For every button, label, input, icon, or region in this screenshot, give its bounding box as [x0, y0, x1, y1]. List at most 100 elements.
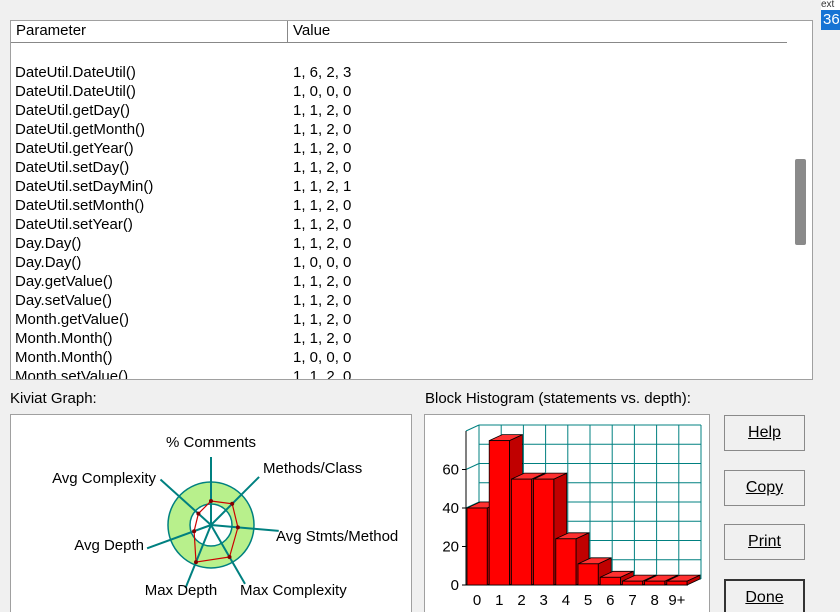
table-row[interactable]: Day.getValue() 1, 1, 2, 0 — [11, 272, 788, 291]
cell-value: 1, 1, 2, 0 — [293, 368, 352, 380]
cell-value: 1, 6, 2, 3 — [293, 64, 352, 81]
scrollbar-thumb[interactable] — [795, 159, 806, 245]
table-row[interactable]: Day.Day() 1, 0, 0, 0 — [11, 253, 788, 272]
kiviat-graph: % Comments Methods/Class Avg Stmts/Method M… — [10, 414, 412, 612]
background-window-fragment: ext 36 — [821, 0, 840, 30]
cell-value: 1, 1, 2, 0 — [293, 292, 352, 309]
cell-value: 1, 1, 2, 0 — [293, 216, 352, 233]
kiviat-axis — [210, 524, 246, 585]
copy-button[interactable]: Copy — [724, 470, 805, 506]
table-row[interactable]: DateUtil.setDay() 1, 1, 2, 0 — [11, 158, 788, 177]
cell-value: 1, 0, 0, 0 — [293, 83, 352, 100]
cell-parameter: DateUtil.getDay() — [15, 102, 131, 119]
cell-value: 1, 1, 2, 0 — [293, 121, 352, 138]
print-button-label: Print — [748, 533, 781, 550]
kiviat-polygon — [193, 500, 239, 563]
kiviat-axis-label: Methods/Class — [263, 460, 362, 477]
cell-parameter: DateUtil.setYear() — [15, 216, 133, 233]
kiviat-axis-label: Avg Depth — [74, 537, 144, 554]
kiviat-vertex — [230, 501, 235, 506]
table-row[interactable]: DateUtil.DateUtil() 1, 6, 2, 3 — [11, 63, 788, 82]
cell-parameter: DateUtil.DateUtil() — [15, 64, 136, 81]
cell-value: 1, 0, 0, 0 — [293, 254, 352, 271]
table-row[interactable]: Month.setValue() 1, 1, 2, 0 — [11, 367, 788, 380]
column-header-value[interactable]: Value — [288, 21, 788, 43]
y-tick-label: 40 — [442, 500, 459, 517]
cell-parameter: Month.getValue() — [15, 311, 129, 328]
copy-button-label: Copy — [745, 479, 784, 496]
kiviat-axis — [146, 524, 212, 550]
kiviat-axis-label: Max Depth — [145, 582, 218, 599]
table-row[interactable]: Day.Day() 1, 1, 2, 0 — [11, 234, 788, 253]
table-row[interactable]: Month.Month() 1, 1, 2, 0 — [11, 329, 788, 348]
done-button[interactable]: Done — [724, 579, 805, 612]
table-row[interactable]: DateUtil.getDay() 1, 1, 2, 0 — [11, 101, 788, 120]
table-scrollbar[interactable] — [787, 21, 812, 379]
kiviat-axis — [210, 476, 260, 526]
cell-parameter: DateUtil.getMonth() — [15, 121, 146, 138]
cell-value: 1, 1, 2, 0 — [293, 311, 352, 328]
table-body: DateUtil.DateUtil() 1, 6, 2, 3 DateUtil.Da… — [11, 63, 788, 380]
block-histogram: 0 20 40 60 0 1 2 3 4 5 6 7 8 9+ — [424, 414, 710, 612]
kiviat-svg: % Comments Methods/Class Avg Stmts/Method M… — [52, 434, 398, 599]
x-tick-label: 2 — [517, 592, 525, 609]
table-row[interactable]: DateUtil.getMonth() 1, 1, 2, 0 — [11, 120, 788, 139]
cell-parameter: DateUtil.getYear() — [15, 140, 134, 157]
cell-value: 1, 1, 2, 0 — [293, 159, 352, 176]
column-header-parameter[interactable]: Parameter — [11, 21, 288, 43]
table-row[interactable]: DateUtil.setMonth() 1, 1, 2, 0 — [11, 196, 788, 215]
cell-parameter: Month.Month() — [15, 330, 113, 347]
x-tick-label: 7 — [628, 592, 636, 609]
cell-value: 1, 1, 2, 0 — [293, 197, 352, 214]
kiviat-axis-label: Max Complexity — [240, 582, 347, 599]
cell-value: 1, 0, 0, 0 — [293, 349, 352, 366]
x-tick-label: 3 — [540, 592, 548, 609]
table-row[interactable]: DateUtil.DateUtil() 1, 0, 0, 0 — [11, 82, 788, 101]
kiviat-axis — [159, 478, 212, 526]
cell-parameter: Month.setValue() — [15, 368, 129, 380]
x-tick-label: 4 — [562, 592, 570, 609]
cell-parameter: Day.setValue() — [15, 292, 112, 309]
help-button[interactable]: Help — [724, 415, 805, 451]
cell-value: 1, 1, 2, 0 — [293, 235, 352, 252]
cell-value: 1, 1, 2, 0 — [293, 273, 352, 290]
kiviat-vertex — [196, 511, 201, 516]
x-tick-label: 6 — [606, 592, 614, 609]
y-tick-label: 60 — [442, 462, 459, 479]
kiviat-vertex — [192, 529, 197, 534]
help-button-label: Help — [748, 424, 781, 441]
cell-parameter: DateUtil.DateUtil() — [15, 83, 136, 100]
cell-value: 1, 1, 2, 0 — [293, 140, 352, 157]
x-tick-label: 9+ — [668, 592, 685, 609]
kiviat-vertex — [227, 555, 232, 559]
table-header: Parameter Value — [11, 21, 788, 43]
x-tick-label: 8 — [651, 592, 659, 609]
cell-parameter: Day.Day() — [15, 235, 82, 252]
x-tick-label: 1 — [495, 592, 503, 609]
cell-parameter: DateUtil.setMonth() — [15, 197, 145, 214]
kiviat-vertex — [194, 560, 198, 565]
done-button-label: Done — [745, 589, 784, 606]
kiviat-axis — [184, 524, 212, 589]
y-tick-label: 0 — [451, 577, 459, 594]
table-row[interactable]: DateUtil.setYear() 1, 1, 2, 0 — [11, 215, 788, 234]
table-row[interactable]: DateUtil.getYear() 1, 1, 2, 0 — [11, 139, 788, 158]
kiviat-label: Kiviat Graph: — [10, 390, 97, 407]
kiviat-axis — [210, 524, 279, 532]
table-row[interactable]: DateUtil.setDayMin() 1, 1, 2, 1 — [11, 177, 788, 196]
kiviat-vertex — [235, 525, 240, 530]
histogram-bar — [666, 574, 701, 586]
fragment-selected-cell: 36 — [821, 10, 840, 30]
table-row[interactable]: Month.getValue() 1, 1, 2, 0 — [11, 310, 788, 329]
kiviat-axis-label: Avg Stmts/Method — [276, 528, 398, 545]
kiviat-vertex — [209, 499, 213, 503]
print-button[interactable]: Print — [724, 524, 805, 560]
cell-value: 1, 1, 2, 0 — [293, 102, 352, 119]
cell-parameter: DateUtil.setDay() — [15, 159, 130, 176]
table-row[interactable]: Month.Month() 1, 0, 0, 0 — [11, 348, 788, 367]
histogram-label: Block Histogram (statements vs. depth): — [425, 390, 691, 407]
cell-parameter: Month.Month() — [15, 349, 113, 366]
table-row[interactable]: Day.setValue() 1, 1, 2, 0 — [11, 291, 788, 310]
cell-parameter: DateUtil.setDayMin() — [15, 178, 154, 195]
